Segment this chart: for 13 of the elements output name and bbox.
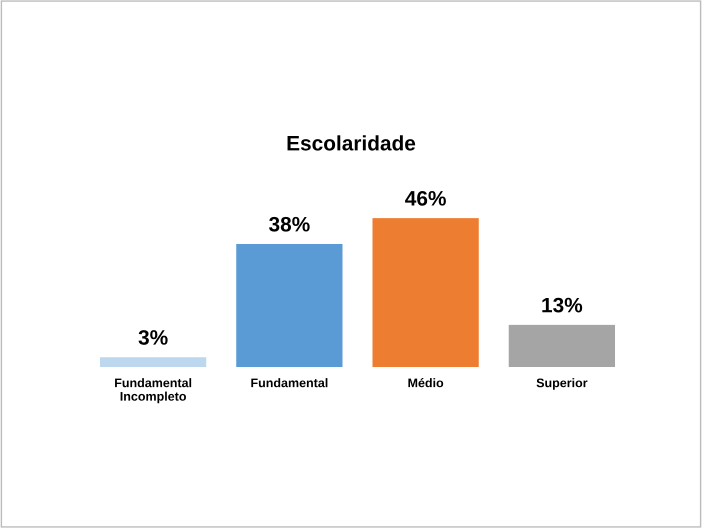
data-label: 46% <box>405 190 446 206</box>
x-tick-label: Médio <box>408 378 444 388</box>
x-tick-label: Fundamental <box>251 378 328 388</box>
data-label: 38% <box>269 216 310 232</box>
bar <box>100 357 206 367</box>
data-label: 13% <box>542 298 582 313</box>
bar <box>236 244 343 367</box>
data-label: 3% <box>138 330 168 345</box>
chart-title: Escolaridade <box>288 135 416 151</box>
bar <box>372 218 479 367</box>
x-tick-label: Superior <box>536 378 588 390</box>
x-tick-label: Fundamental Incompleto <box>115 378 192 404</box>
bar <box>508 324 616 367</box>
